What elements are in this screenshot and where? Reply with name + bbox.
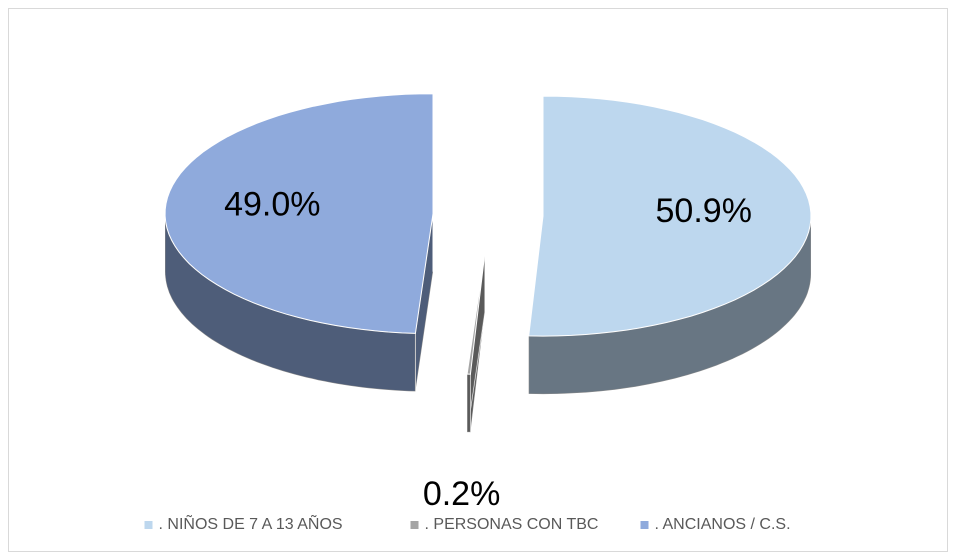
slice-side-shade <box>415 213 433 392</box>
data-label: 50.9% <box>656 192 752 230</box>
legend-swatch <box>144 521 153 529</box>
slice-side-shade <box>165 213 416 392</box>
slice-side-shade <box>528 216 811 395</box>
data-label: 0.2% <box>423 475 501 513</box>
legend-swatch <box>640 521 649 529</box>
legend: . NIÑOS DE 7 A 13 AÑOS . PERSONAS CON TBC… <box>144 513 791 533</box>
legend-label: . NIÑOS DE 7 A 13 AÑOS <box>159 513 343 533</box>
pie-slice <box>164 93 434 334</box>
legend-label: . ANCIANOS / C.S. <box>655 516 791 533</box>
slice-side-shade <box>467 374 471 433</box>
legend-swatch <box>410 521 419 529</box>
legend-label: . PERSONAS CON TBC <box>425 516 599 533</box>
pie-slice <box>528 95 812 337</box>
pie-slice <box>466 254 486 375</box>
data-label: 49.0% <box>224 185 320 223</box>
slice-side-shade <box>467 254 485 433</box>
